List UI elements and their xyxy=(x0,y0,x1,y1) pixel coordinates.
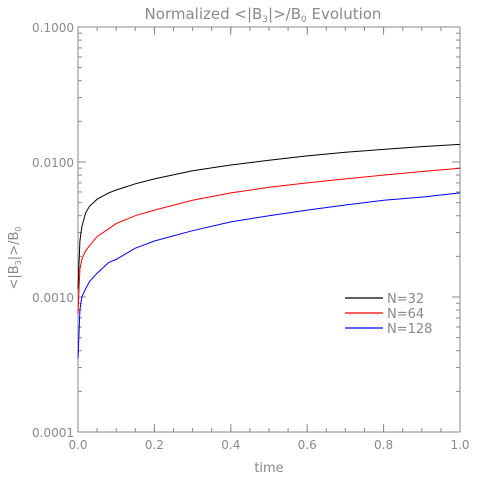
legend-label: N=32 xyxy=(387,292,424,307)
legend: N=32N=64N=128 xyxy=(345,292,432,337)
x-tick-label: 1.0 xyxy=(450,438,469,452)
chart-title: Normalized <|B3|>/B0 Evolution xyxy=(145,5,382,25)
x-tick-label: 0.8 xyxy=(374,438,393,452)
y-tick-label: 0.0010 xyxy=(32,291,74,305)
y-axis-ticks: 0.0001 0.0010 0.0100 0.1000 xyxy=(32,21,460,440)
x-tick-label: 0.0 xyxy=(68,438,87,452)
x-axis-ticks: 0.0 0.2 0.4 0.6 0.8 1.0 xyxy=(68,27,470,452)
x-tick-label: 0.6 xyxy=(298,438,317,452)
legend-label: N=64 xyxy=(387,307,424,322)
series-line-N=64 xyxy=(77,167,461,314)
x-tick-label: 0.2 xyxy=(145,438,164,452)
y-tick-label: 0.0001 xyxy=(32,426,74,440)
y-tick-label: 0.1000 xyxy=(32,21,74,35)
series-line-N=32 xyxy=(77,143,461,289)
series-lines xyxy=(77,143,461,359)
x-axis-label: time xyxy=(254,461,283,476)
series-line-N=128 xyxy=(77,192,461,359)
y-tick-label: 0.0100 xyxy=(32,156,74,170)
x-tick-label: 0.4 xyxy=(221,438,240,452)
legend-label: N=128 xyxy=(387,322,432,337)
y-axis-label: <|B3|>/B0 xyxy=(7,227,23,290)
plot-frame xyxy=(77,26,461,433)
